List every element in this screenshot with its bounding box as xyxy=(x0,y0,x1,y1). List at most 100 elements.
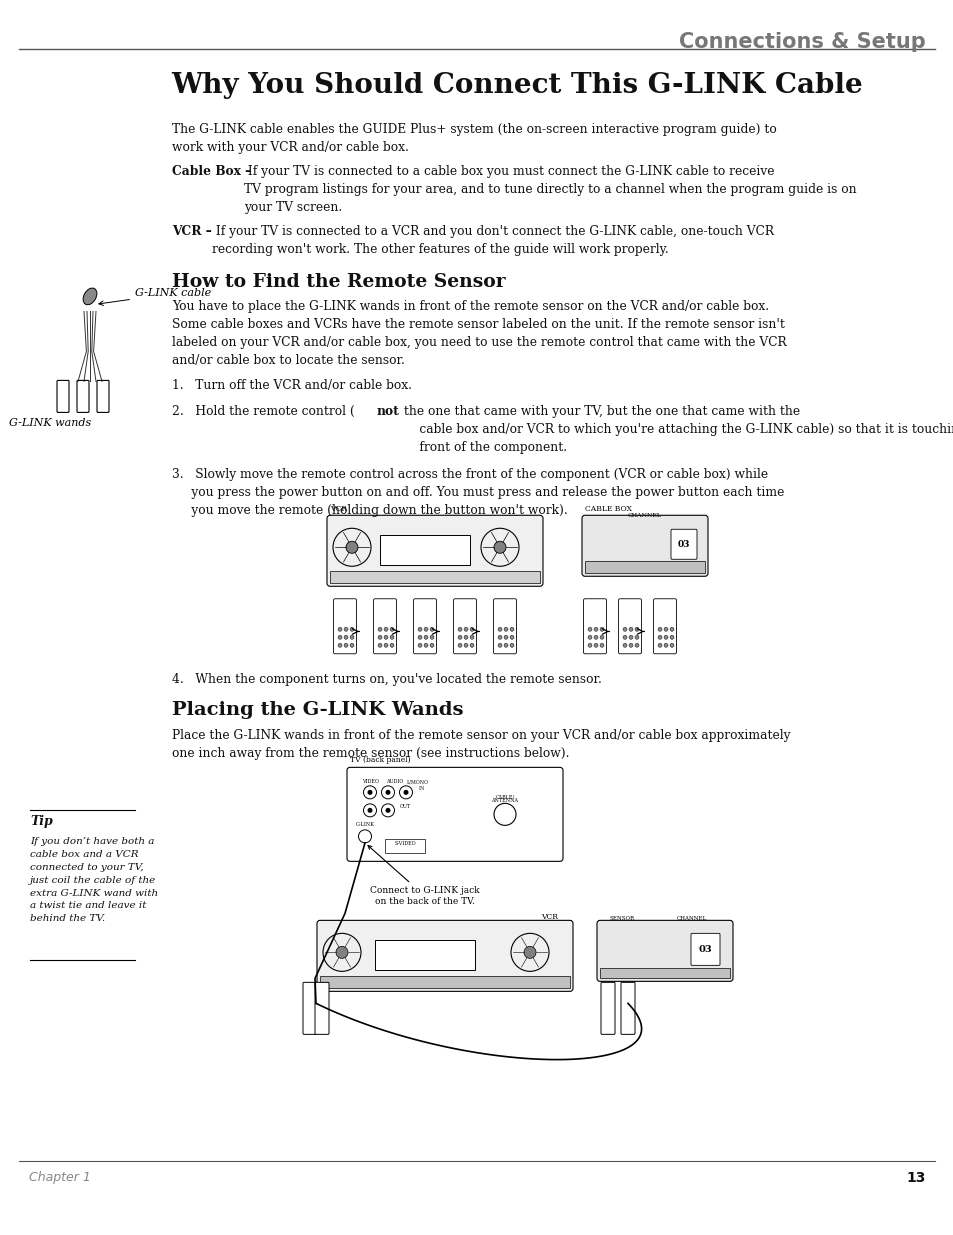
FancyBboxPatch shape xyxy=(653,599,676,653)
Circle shape xyxy=(494,541,505,553)
Circle shape xyxy=(523,946,536,958)
Circle shape xyxy=(367,790,372,795)
Text: VCR: VCR xyxy=(540,914,558,921)
Bar xyxy=(379,535,470,566)
Circle shape xyxy=(663,635,667,640)
Circle shape xyxy=(497,627,501,631)
Circle shape xyxy=(658,635,661,640)
Text: CHANNEL: CHANNEL xyxy=(676,916,706,921)
Text: TV (back panel): TV (back panel) xyxy=(350,756,410,764)
Bar xyxy=(385,840,424,853)
FancyBboxPatch shape xyxy=(597,920,732,982)
Circle shape xyxy=(337,635,341,640)
Circle shape xyxy=(463,627,468,631)
Text: Connections & Setup: Connections & Setup xyxy=(678,32,924,52)
FancyBboxPatch shape xyxy=(690,934,720,966)
Text: 13: 13 xyxy=(905,1171,924,1184)
Text: The G-LINK cable enables the GUIDE Plus+ system (the on-screen interactive progr: The G-LINK cable enables the GUIDE Plus+… xyxy=(172,124,776,154)
Circle shape xyxy=(430,635,434,640)
Circle shape xyxy=(503,627,507,631)
Text: 2.   Hold the remote control (: 2. Hold the remote control ( xyxy=(172,405,355,419)
FancyBboxPatch shape xyxy=(334,599,356,653)
Text: 4.   When the component turns on, you've located the remote sensor.: 4. When the component turns on, you've l… xyxy=(172,673,601,687)
Circle shape xyxy=(599,627,603,631)
Circle shape xyxy=(503,643,507,647)
Text: G-LINK cable: G-LINK cable xyxy=(99,289,211,305)
FancyBboxPatch shape xyxy=(374,599,396,653)
Circle shape xyxy=(423,643,428,647)
Circle shape xyxy=(463,635,468,640)
Circle shape xyxy=(457,627,461,631)
Circle shape xyxy=(377,643,381,647)
Circle shape xyxy=(622,643,626,647)
FancyBboxPatch shape xyxy=(453,599,476,653)
Circle shape xyxy=(669,635,673,640)
FancyBboxPatch shape xyxy=(316,920,573,992)
Circle shape xyxy=(344,635,348,640)
Circle shape xyxy=(350,627,354,631)
Circle shape xyxy=(385,790,390,795)
Bar xyxy=(599,968,729,978)
Circle shape xyxy=(430,627,434,631)
FancyBboxPatch shape xyxy=(57,380,69,412)
Text: AUDIO: AUDIO xyxy=(386,779,403,784)
Circle shape xyxy=(599,635,603,640)
Text: 3.   Slowly move the remote control across the front of the component (VCR or ca: 3. Slowly move the remote control across… xyxy=(172,468,783,517)
Ellipse shape xyxy=(83,288,97,305)
Circle shape xyxy=(510,627,514,631)
Circle shape xyxy=(635,627,639,631)
Circle shape xyxy=(628,627,633,631)
Text: Cable Box –: Cable Box – xyxy=(172,165,251,179)
Circle shape xyxy=(377,635,381,640)
Circle shape xyxy=(587,627,592,631)
Circle shape xyxy=(457,643,461,647)
Text: ANTENNA: ANTENNA xyxy=(491,798,518,803)
Circle shape xyxy=(663,643,667,647)
Text: G-LINK wands: G-LINK wands xyxy=(9,419,91,429)
Bar xyxy=(375,940,475,971)
Text: S-VIDEO: S-VIDEO xyxy=(394,841,416,846)
Circle shape xyxy=(470,643,474,647)
Text: Placing the G-LINK Wands: Placing the G-LINK Wands xyxy=(172,701,463,720)
Circle shape xyxy=(344,643,348,647)
Circle shape xyxy=(430,643,434,647)
Text: You have to place the G-LINK wands in front of the remote sensor on the VCR and/: You have to place the G-LINK wands in fr… xyxy=(172,300,785,367)
Text: 03: 03 xyxy=(677,540,690,548)
FancyBboxPatch shape xyxy=(583,599,606,653)
Text: Tip: Tip xyxy=(30,815,52,829)
Text: OUT: OUT xyxy=(399,804,411,809)
FancyBboxPatch shape xyxy=(77,380,89,412)
Circle shape xyxy=(390,635,394,640)
Text: Why You Should Connect This G-LINK Cable: Why You Should Connect This G-LINK Cable xyxy=(172,72,862,99)
FancyBboxPatch shape xyxy=(347,767,562,861)
FancyBboxPatch shape xyxy=(620,982,635,1035)
FancyBboxPatch shape xyxy=(413,599,436,653)
Circle shape xyxy=(390,627,394,631)
Text: SENSOR: SENSOR xyxy=(609,916,634,921)
Circle shape xyxy=(377,627,381,631)
Text: VIDEO: VIDEO xyxy=(361,779,378,784)
Bar xyxy=(330,572,539,583)
Text: Chapter 1: Chapter 1 xyxy=(29,1171,91,1184)
Circle shape xyxy=(344,627,348,631)
Text: How to Find the Remote Sensor: How to Find the Remote Sensor xyxy=(172,273,505,291)
Circle shape xyxy=(417,635,421,640)
FancyBboxPatch shape xyxy=(314,982,329,1035)
Circle shape xyxy=(510,635,514,640)
Circle shape xyxy=(384,643,388,647)
Circle shape xyxy=(510,643,514,647)
Circle shape xyxy=(622,635,626,640)
Text: VCR –: VCR – xyxy=(172,225,212,238)
Text: If you don’t have both a
cable box and a VCR
connected to your TV,
just coil the: If you don’t have both a cable box and a… xyxy=(30,837,158,924)
Text: L/MONO: L/MONO xyxy=(407,779,429,784)
Circle shape xyxy=(635,643,639,647)
Circle shape xyxy=(417,627,421,631)
Circle shape xyxy=(346,541,357,553)
Circle shape xyxy=(669,643,673,647)
Text: 03: 03 xyxy=(698,945,712,953)
Circle shape xyxy=(503,635,507,640)
Text: CABLE/: CABLE/ xyxy=(495,794,514,799)
Circle shape xyxy=(587,643,592,647)
FancyBboxPatch shape xyxy=(493,599,516,653)
FancyBboxPatch shape xyxy=(581,515,707,577)
